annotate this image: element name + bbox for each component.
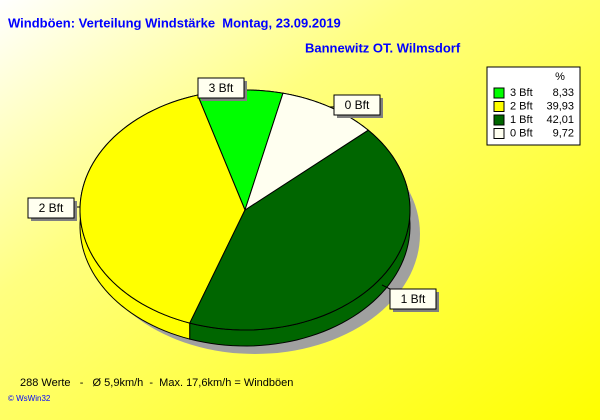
slice-label: 1 Bft: [401, 292, 426, 306]
leader-line: [381, 284, 391, 290]
slice-label: 0 Bft: [345, 98, 370, 112]
legend-value: 42,01: [546, 114, 574, 126]
slice-label: 2 Bft: [39, 201, 64, 215]
legend-label: 2 Bft: [510, 100, 533, 112]
legend-label: 3 Bft: [510, 87, 533, 99]
label-box: [389, 288, 437, 310]
legend: % 3 Bft 8,33 2 Bft 39,93 1 Bft 42,01 0 Bft 9,72: [486, 66, 581, 146]
label-box: [197, 77, 245, 99]
slice-labels: 3 Bft 2 Bft 1 Bft 0 Bft: [27, 77, 439, 312]
slice-label: 3 Bft: [209, 81, 234, 95]
chart-subtitle: Bannewitz OT. Wilmsdorf: [305, 40, 461, 55]
label-box: [333, 94, 381, 116]
legend-swatch: [493, 101, 505, 112]
legend-swatch: [493, 87, 505, 99]
legend-value: 9,72: [553, 127, 574, 139]
legend-label: 0 Bft: [510, 127, 533, 139]
copyright: © WsWin32: [8, 394, 51, 403]
legend-header: %: [555, 71, 565, 83]
slice: [189, 129, 411, 331]
footer: 288 Werte - Ø 5,9km/h - Max. 17,6km/h = …: [20, 377, 293, 389]
legend-value: 8,33: [553, 87, 574, 99]
legend-swatch: [493, 128, 505, 139]
legend-value: 39,93: [546, 100, 574, 112]
legend-label: 1 Bft: [510, 114, 533, 126]
legend-swatch: [493, 114, 505, 126]
chart-title: Windböen: Verteilung Windstärke Montag, …: [8, 15, 341, 30]
label-box: [27, 197, 75, 219]
